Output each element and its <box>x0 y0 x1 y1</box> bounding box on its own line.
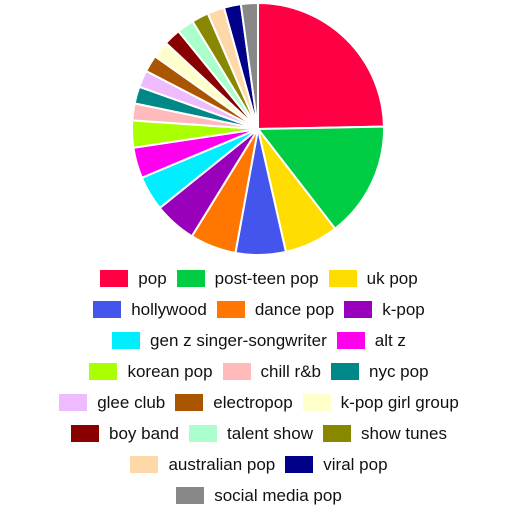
pie-slice-social-media-pop <box>239 1 259 130</box>
legend-item: viral pop <box>285 454 388 475</box>
legend-swatch <box>188 425 217 442</box>
legend-swatch <box>216 301 245 318</box>
legend-label: k-pop <box>382 299 425 319</box>
legend-item: australian pop <box>130 455 275 475</box>
legend-item: uk pop <box>328 268 418 289</box>
legend-label: electropop <box>213 392 293 412</box>
legend-label: australian pop <box>168 454 276 474</box>
legend-swatch <box>176 270 205 287</box>
legend-swatch <box>112 332 141 349</box>
legend-item: social media pop <box>176 486 342 506</box>
legend-item: talent show <box>188 423 313 444</box>
legend-item: pop <box>100 268 167 289</box>
legend-label: gen z singer-songwriter <box>150 330 327 350</box>
legend-item: k-pop girl group <box>302 392 459 413</box>
legend-swatch <box>100 270 129 287</box>
pie-chart <box>0 0 518 260</box>
legend-swatch <box>328 270 357 287</box>
legend-item: chill r&b <box>222 361 321 382</box>
legend-label: uk pop <box>366 268 418 288</box>
legend-label: k-pop girl group <box>340 392 459 412</box>
legend-row: gen z singer-songwriter alt z <box>0 325 518 356</box>
legend-swatch <box>331 363 359 380</box>
legend-label: show tunes <box>360 423 447 443</box>
legend-swatch <box>285 456 314 473</box>
legend-label: chill r&b <box>260 361 321 381</box>
legend-item: alt z <box>336 330 406 351</box>
legend-item: k-pop <box>344 300 425 320</box>
legend-item: hollywood <box>93 300 207 320</box>
legend-label: viral pop <box>323 454 388 474</box>
legend-row: glee club electropop k-pop girl group <box>0 387 518 418</box>
chart-legend: pop post-teen pop uk pop hollywood dance pop… <box>0 263 518 511</box>
legend-item: gen z singer-songwriter <box>112 331 327 351</box>
legend-row: boy band talent show show tunes <box>0 418 518 449</box>
legend-row: pop post-teen pop uk pop <box>0 263 518 294</box>
legend-label: post-teen pop <box>214 268 319 288</box>
legend-swatch <box>322 425 351 442</box>
legend-item: electropop <box>175 392 293 413</box>
pie-slice-post-teen-pop <box>255 125 385 231</box>
legend-item: nyc pop <box>331 362 429 382</box>
legend-item: dance pop <box>216 299 335 320</box>
legend-swatch <box>176 487 205 504</box>
legend-row: hollywood dance pop k-pop <box>0 294 518 325</box>
legend-label: korean pop <box>127 361 213 381</box>
legend-swatch <box>336 332 365 349</box>
legend-row: social media pop <box>0 480 518 511</box>
legend-label: talent show <box>226 423 313 443</box>
legend-swatch <box>130 456 159 473</box>
legend-row: australian pop viral pop <box>0 449 518 480</box>
legend-item: boy band <box>71 424 179 444</box>
pie-chart-svg <box>131 1 385 256</box>
legend-label: pop <box>138 268 167 288</box>
legend-swatch <box>89 363 118 380</box>
legend-label: social media pop <box>214 485 342 505</box>
legend-label: alt z <box>374 330 406 350</box>
legend-swatch <box>59 394 88 411</box>
legend-label: glee club <box>97 392 166 412</box>
legend-label: hollywood <box>131 299 207 319</box>
legend-item: show tunes <box>322 423 447 444</box>
legend-row: korean pop chill r&b nyc pop <box>0 356 518 387</box>
legend-label: nyc pop <box>369 361 429 381</box>
legend-swatch <box>222 363 251 380</box>
legend-swatch <box>302 394 331 411</box>
pie-slice-pop <box>257 1 385 131</box>
legend-item: post-teen pop <box>176 268 319 289</box>
legend-swatch <box>71 425 100 442</box>
legend-item: glee club <box>59 393 165 413</box>
legend-swatch <box>175 394 204 411</box>
legend-label: dance pop <box>254 299 335 319</box>
legend-label: boy band <box>109 423 179 443</box>
legend-item: korean pop <box>89 361 213 382</box>
legend-swatch <box>93 301 122 318</box>
legend-swatch <box>344 301 373 318</box>
